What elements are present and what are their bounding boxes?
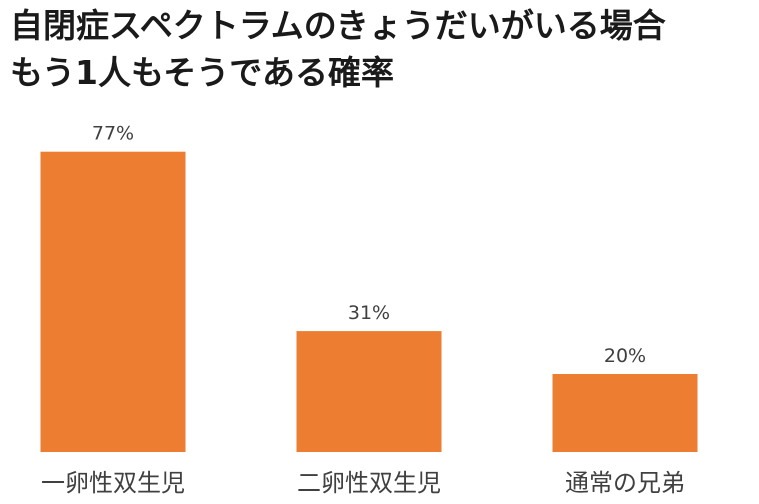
chart-title-line-2: もう1人もそうである確率 [10,53,394,92]
chart-title: 自閉症スペクトラムのきょうだいがいる場合 もう1人もそうである確率 [10,2,666,96]
bar-3 [552,374,698,452]
category-label-1: 一卵性双生児 [41,469,185,497]
chart-title-line-1: 自閉症スペクトラムのきょうだいがいる場合 [10,6,666,45]
data-label-2: 31% [348,302,390,324]
category-label-3: 通常の兄弟 [565,469,685,497]
category-label-2: 二卵性双生児 [297,469,441,497]
data-label-3: 20% [604,345,646,367]
bar-2 [296,331,442,452]
data-label-1: 77% [92,123,134,145]
bar-1 [40,151,186,452]
